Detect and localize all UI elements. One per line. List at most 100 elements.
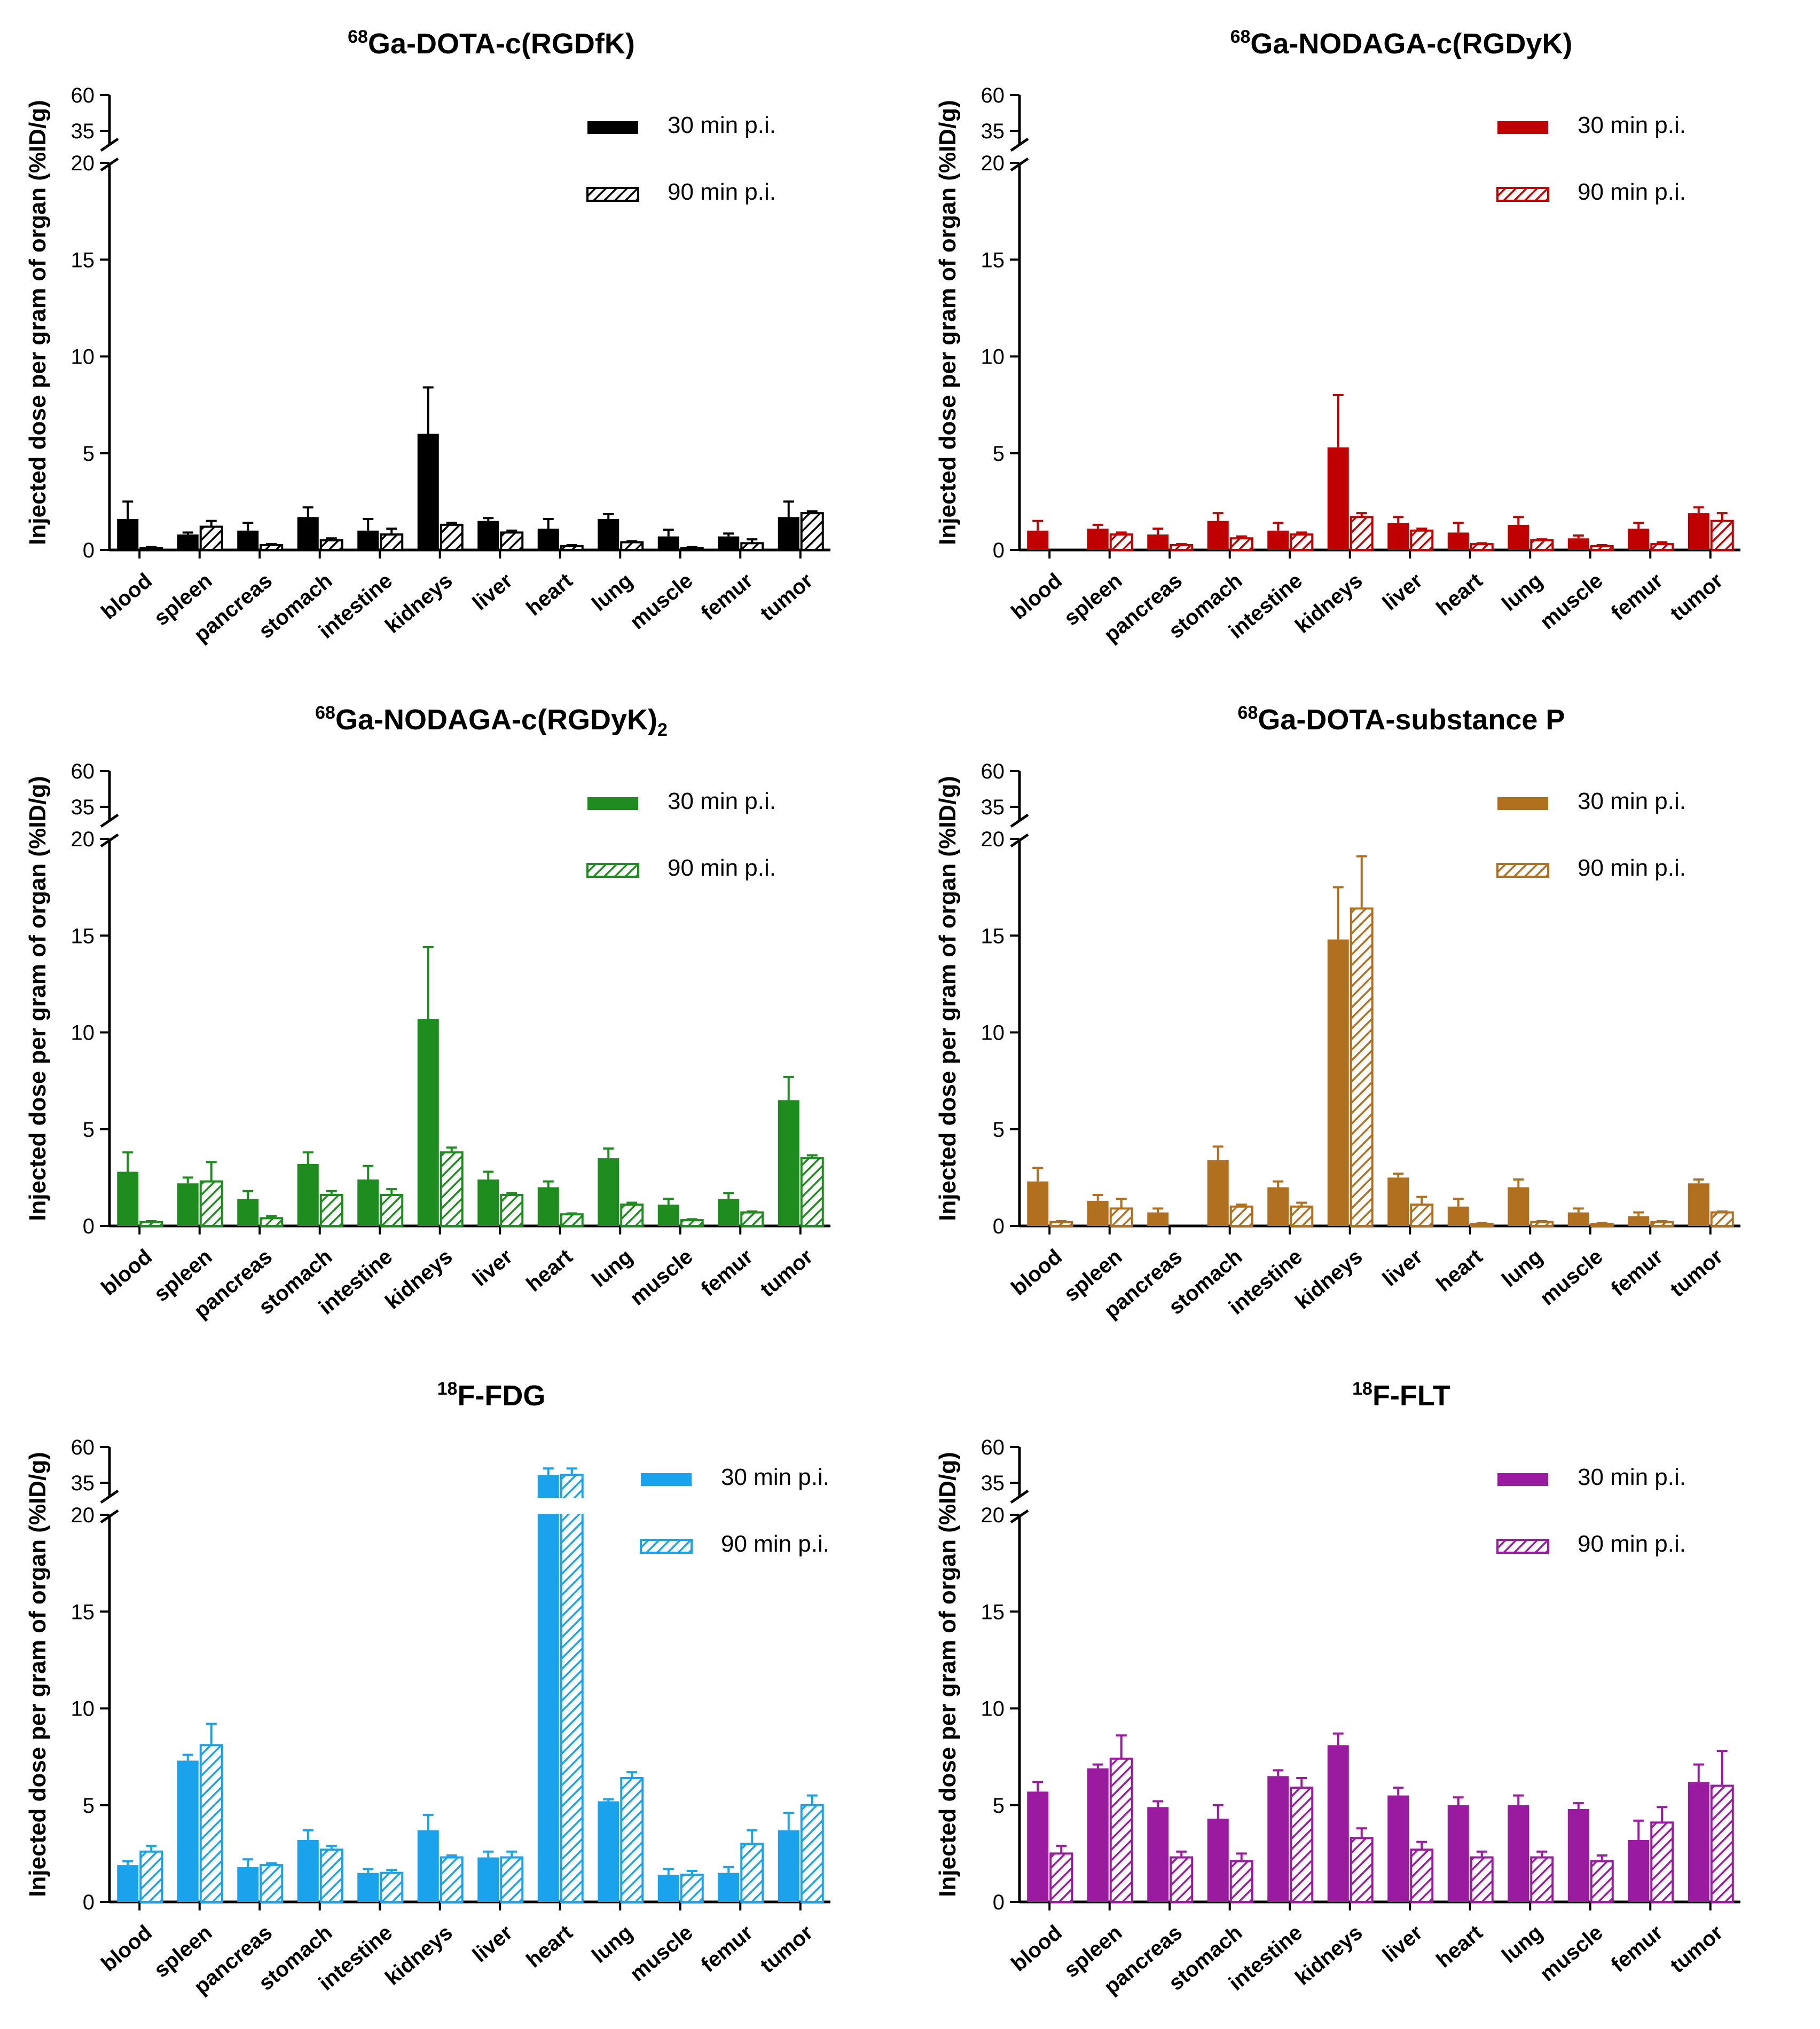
bar-30min [1508, 524, 1529, 550]
legend-swatch-30min [641, 1473, 692, 1486]
bar-90min [1410, 1204, 1434, 1227]
bar-90min [380, 1194, 404, 1227]
legend-swatch-30min [1497, 797, 1548, 810]
bar-90min [380, 1871, 404, 1903]
axis-break-mark [1010, 833, 1029, 848]
panel-title: 68Ga-NODAGA-c(RGDyK) [1230, 27, 1573, 60]
bar-30min [778, 517, 799, 550]
chart-panel-1: 68Ga-DOTA-c(RGDfK) Injected dose per gram… [0, 0, 910, 676]
category-label: muscle [1536, 1245, 1607, 1310]
category-label: muscle [1536, 569, 1607, 634]
legend-swatch-30min [1497, 1473, 1548, 1486]
bar-90min [1650, 1221, 1674, 1227]
axis-break-mark [100, 813, 119, 828]
bar-30min [657, 1875, 679, 1902]
bar-90min [1049, 1221, 1073, 1227]
legend-label-90min: 90 min p.i. [668, 179, 776, 205]
axis-break-mark [100, 1489, 119, 1504]
bar-90min [1650, 1821, 1674, 1903]
y-tick-label: 10 [981, 1021, 1005, 1045]
category-label: muscle [626, 1921, 697, 1986]
legend-label-90min: 90 min p.i. [1578, 855, 1686, 881]
y-axis-title: Injected dose per gram of organ (%ID/g) [25, 1452, 51, 1897]
y-tick-label: 5 [83, 442, 95, 466]
bar-30min [1147, 1807, 1169, 1902]
bar-30min [1688, 1782, 1709, 1902]
panel-title: 68Ga-DOTA-c(RGDfK) [348, 27, 635, 60]
legend-swatch-90min [586, 187, 639, 202]
chart-panel-4: 68Ga-DOTA-substance P Injected dose per g… [910, 676, 1820, 1352]
category-label: kidneys [1291, 1245, 1367, 1314]
legend-swatch-90min [586, 863, 639, 878]
category-label: tumor [1666, 569, 1727, 626]
bar-90min [1229, 1205, 1253, 1227]
y-tick-label: 10 [71, 1697, 95, 1721]
bar-90min [1710, 520, 1734, 551]
bar-30min [117, 1865, 139, 1902]
bar-90min [199, 525, 223, 551]
bar-30min [1688, 513, 1709, 550]
bar-90min [1170, 1856, 1194, 1903]
bar-30min [1688, 1183, 1709, 1226]
category-label: tumor [756, 569, 817, 626]
y-tick-label: 20 [981, 828, 1005, 851]
y-axis-title: Injected dose per gram of organ (%ID/g) [935, 100, 961, 545]
y-tick-label: 35 [71, 1472, 95, 1495]
bar-30min [718, 1873, 740, 1902]
y-tick-label: 20 [71, 152, 95, 175]
bar-90min [1170, 544, 1194, 551]
category-label: femur [1607, 1245, 1667, 1301]
category-label: tumor [756, 1245, 817, 1302]
bar-90min [1049, 1852, 1073, 1903]
y-tick-label: 60 [981, 84, 1005, 107]
bar-30min [778, 1830, 799, 1902]
panel-title: 68Ga-NODAGA-c(RGDyK)2 [315, 703, 668, 740]
chart-svg: 68Ga-DOTA-c(RGDfK) Injected dose per gram… [25, 27, 830, 647]
y-tick-label: 35 [71, 120, 95, 143]
bar-90min [139, 1221, 163, 1227]
category-label: lung [1497, 1921, 1547, 1968]
chart-svg: 68Ga-NODAGA-c(RGDyK)2 Injected dose per g… [25, 703, 830, 1323]
y-tick-label: 10 [981, 1697, 1005, 1721]
category-label: lung [587, 1921, 637, 1968]
bar-90min [1229, 1860, 1253, 1903]
legend-swatch-90min [1496, 1539, 1549, 1554]
bar-30min [537, 529, 559, 550]
bar-90min [1470, 543, 1494, 551]
title-superscript: 68 [1238, 703, 1258, 723]
bar-90min [199, 1180, 223, 1227]
title-superscript: 18 [1352, 1379, 1372, 1399]
category-label: femur [697, 1245, 757, 1301]
bar-break-gap [559, 1498, 585, 1514]
panel-title: 18F-FLT [1352, 1379, 1450, 1412]
bar-break-gap [535, 1498, 561, 1514]
y-tick-label: 10 [981, 345, 1005, 369]
bar-90min [560, 1474, 584, 1903]
y-tick-label: 35 [981, 120, 1005, 143]
bar-30min [177, 1183, 199, 1226]
y-tick-label: 20 [981, 152, 1005, 175]
bar-90min [620, 1204, 644, 1227]
bar-30min [718, 536, 740, 550]
bar-30min [1567, 538, 1589, 550]
bar-90min [1109, 533, 1133, 551]
bar-90min [680, 1219, 704, 1227]
y-tick-label: 10 [71, 1021, 95, 1045]
legend-label-30min: 30 min p.i. [668, 112, 776, 138]
category-label: muscle [1536, 1921, 1607, 1986]
title-superscript: 68 [348, 27, 368, 47]
bar-90min [1710, 1784, 1734, 1903]
bar-90min [1290, 1205, 1314, 1227]
bar-30min [598, 519, 619, 550]
chart-svg: 68Ga-DOTA-substance P Injected dose per g… [935, 703, 1740, 1323]
bar-90min [1350, 1837, 1374, 1903]
title-superscript: 18 [437, 1379, 458, 1399]
y-tick-label: 0 [83, 1215, 95, 1238]
category-label: liver [1378, 569, 1427, 615]
bar-90min [500, 531, 524, 551]
bar-90min [440, 1151, 464, 1227]
bar-90min [260, 1864, 284, 1903]
bar-30min [1207, 521, 1229, 550]
bar-90min [1470, 1223, 1494, 1227]
category-label: tumor [756, 1921, 817, 1978]
